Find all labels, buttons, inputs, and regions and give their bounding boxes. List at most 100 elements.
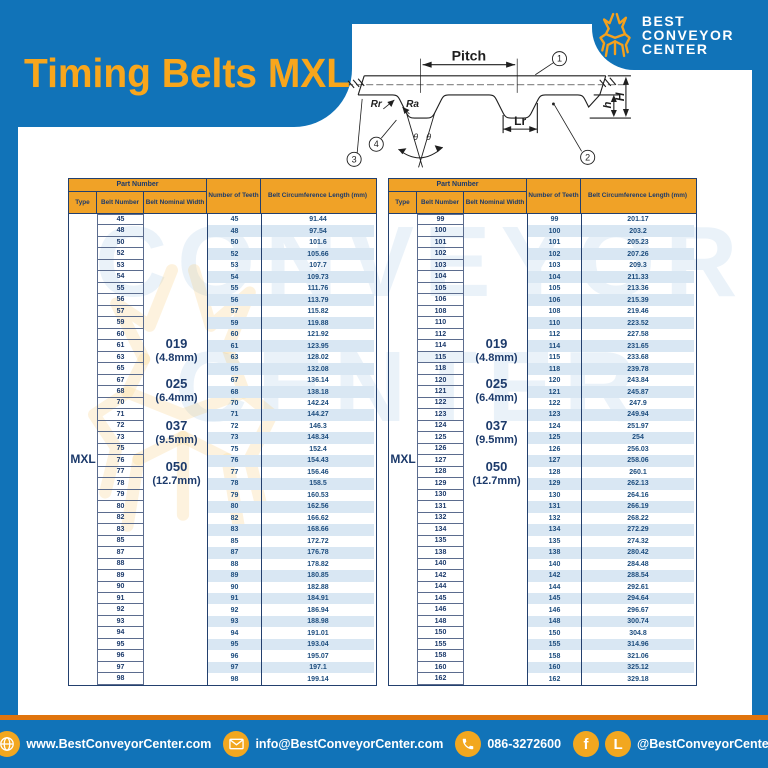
belt-circumference-header: Belt Circumference Length (mm) — [267, 192, 368, 200]
number-of-teeth-cell: 82 — [207, 512, 261, 525]
width-cell — [144, 650, 207, 661]
circumference-cell: 128.02 — [261, 351, 374, 364]
width-cell — [464, 627, 527, 638]
belt-number-cell: 90 — [97, 581, 144, 593]
number-of-teeth-cell: 89 — [207, 570, 261, 582]
ra-label: Ra — [406, 99, 419, 110]
table-header: Part Number Type Belt Number Belt Nomina… — [69, 179, 376, 214]
belt-number-cell: 118 — [417, 363, 464, 375]
type-cell — [389, 260, 417, 271]
circumference-cell: 280.42 — [581, 547, 694, 559]
table-row: 92 92 186.94 — [69, 604, 376, 616]
circumference-cell: 132.08 — [261, 363, 374, 375]
footer-phone[interactable]: 086-3272600 — [455, 731, 561, 757]
brand-name-line: BEST — [641, 13, 686, 29]
number-of-teeth-cell: 110 — [527, 317, 581, 329]
website-text: www.BestConveyorCenter.com — [26, 737, 212, 751]
belt-number-cell: 125 — [417, 432, 464, 444]
table-row: 96 96 195.07 — [69, 650, 376, 662]
table-row: 61 61 123.95 — [69, 340, 376, 352]
type-cell — [389, 604, 417, 615]
footer-email[interactable]: info@BestConveyorCenter.com — [223, 731, 443, 757]
number-of-teeth-cell: 68 — [207, 386, 261, 398]
type-cell — [69, 536, 97, 547]
belt-profile-diagram: Pitch Rr Ra Lr H h θ θ 1 2 3 4 — [346, 48, 631, 168]
number-of-teeth-cell: 65 — [207, 363, 261, 375]
line-icon: L — [605, 731, 632, 757]
width-label-050: 050 (12.7mm) — [152, 459, 201, 488]
belt-number-cell: 50 — [97, 236, 144, 249]
number-of-teeth-cell: 45 — [207, 214, 261, 226]
width-label-050: 050 (12.7mm) — [472, 459, 521, 488]
type-cell — [389, 559, 417, 570]
circumference-cell: 105.66 — [261, 248, 374, 260]
belt-number-cell: 110 — [417, 317, 464, 329]
number-of-teeth-cell: 99 — [527, 214, 581, 226]
belt-number-cell: 79 — [97, 489, 144, 502]
belt-number-cell: 63 — [97, 351, 144, 364]
type-cell — [389, 271, 417, 282]
circumference-cell: 231.65 — [581, 340, 694, 352]
type-cell — [389, 513, 417, 524]
belt-number-cell: 94 — [97, 627, 144, 639]
belt-number-cell: 93 — [97, 615, 144, 628]
number-of-teeth-cell: 67 — [207, 374, 261, 387]
type-cell — [389, 478, 417, 489]
circumference-cell: 296.67 — [581, 604, 694, 616]
width-cell — [464, 570, 527, 581]
number-of-teeth-cell: 56 — [207, 294, 261, 306]
type-header: Type — [69, 192, 97, 213]
number-of-teeth-header: Number of Teeth — [207, 179, 261, 213]
width-cell — [464, 271, 527, 282]
circumference-cell: 115.82 — [261, 305, 374, 318]
number-of-teeth-cell: 48 — [207, 225, 261, 237]
table-row: 150 150 304.8 — [389, 627, 696, 639]
part-number-header: Part Number — [69, 179, 207, 192]
table-row: 75 75 152.4 — [69, 443, 376, 456]
number-of-teeth-cell: 120 — [527, 374, 581, 387]
belt-number-cell: 70 — [97, 397, 144, 410]
table-row: 78 78 158.5 — [69, 478, 376, 490]
circumference-cell: 113.79 — [261, 294, 374, 306]
brand-name: BEST CONVEYOR CENTER — [642, 14, 734, 56]
table-row: 99 99 201.17 — [389, 214, 696, 226]
table-row: 158 158 321.06 — [389, 650, 696, 662]
circumference-cell: 243.84 — [581, 374, 694, 387]
belt-number-cell: 144 — [417, 581, 464, 593]
phone-icon — [455, 731, 482, 757]
table-row: 115 115 233.68 — [389, 351, 696, 364]
number-of-teeth-cell: 50 — [207, 236, 261, 249]
table-row: 155 155 314.96 — [389, 638, 696, 651]
table-row: 114 114 231.65 — [389, 340, 696, 352]
title-banner — [0, 0, 352, 127]
footer-website[interactable]: www.BestConveyorCenter.com — [0, 731, 211, 757]
number-of-teeth-cell: 126 — [527, 443, 581, 456]
belt-number-cell: 71 — [97, 409, 144, 421]
table-row: 110 110 223.52 — [389, 317, 696, 329]
belt-number-cell: 83 — [97, 524, 144, 536]
type-cell — [389, 616, 417, 627]
belt-nominal-width-header: Belt Nominal Width — [144, 192, 207, 213]
phone-text: 086-3272600 — [487, 737, 562, 751]
type-cell — [389, 501, 417, 512]
number-of-teeth-cell: 55 — [207, 282, 261, 295]
circumference-cell: 292.61 — [581, 581, 694, 593]
width-cell — [144, 616, 207, 627]
type-cell — [69, 627, 97, 638]
brand-name-line: CENTER — [641, 41, 709, 57]
width-cell — [464, 524, 527, 535]
circumference-cell: 262.13 — [581, 478, 694, 490]
type-cell — [69, 409, 97, 420]
type-cell — [69, 237, 97, 248]
type-cell — [69, 559, 97, 570]
number-of-teeth-cell: 61 — [207, 340, 261, 352]
table-row: 120 120 243.84 — [389, 374, 696, 387]
belt-number-cell: 98 — [97, 673, 144, 685]
width-cell — [144, 248, 207, 259]
belt-number-cell: 130 — [417, 489, 464, 502]
belt-number-cell: 158 — [417, 650, 464, 662]
number-of-teeth-cell: 60 — [207, 328, 261, 341]
belt-number-cell: 148 — [417, 615, 464, 628]
footer-social[interactable]: f L @BestConveyorCenter — [573, 731, 768, 757]
type-cell — [69, 271, 97, 282]
